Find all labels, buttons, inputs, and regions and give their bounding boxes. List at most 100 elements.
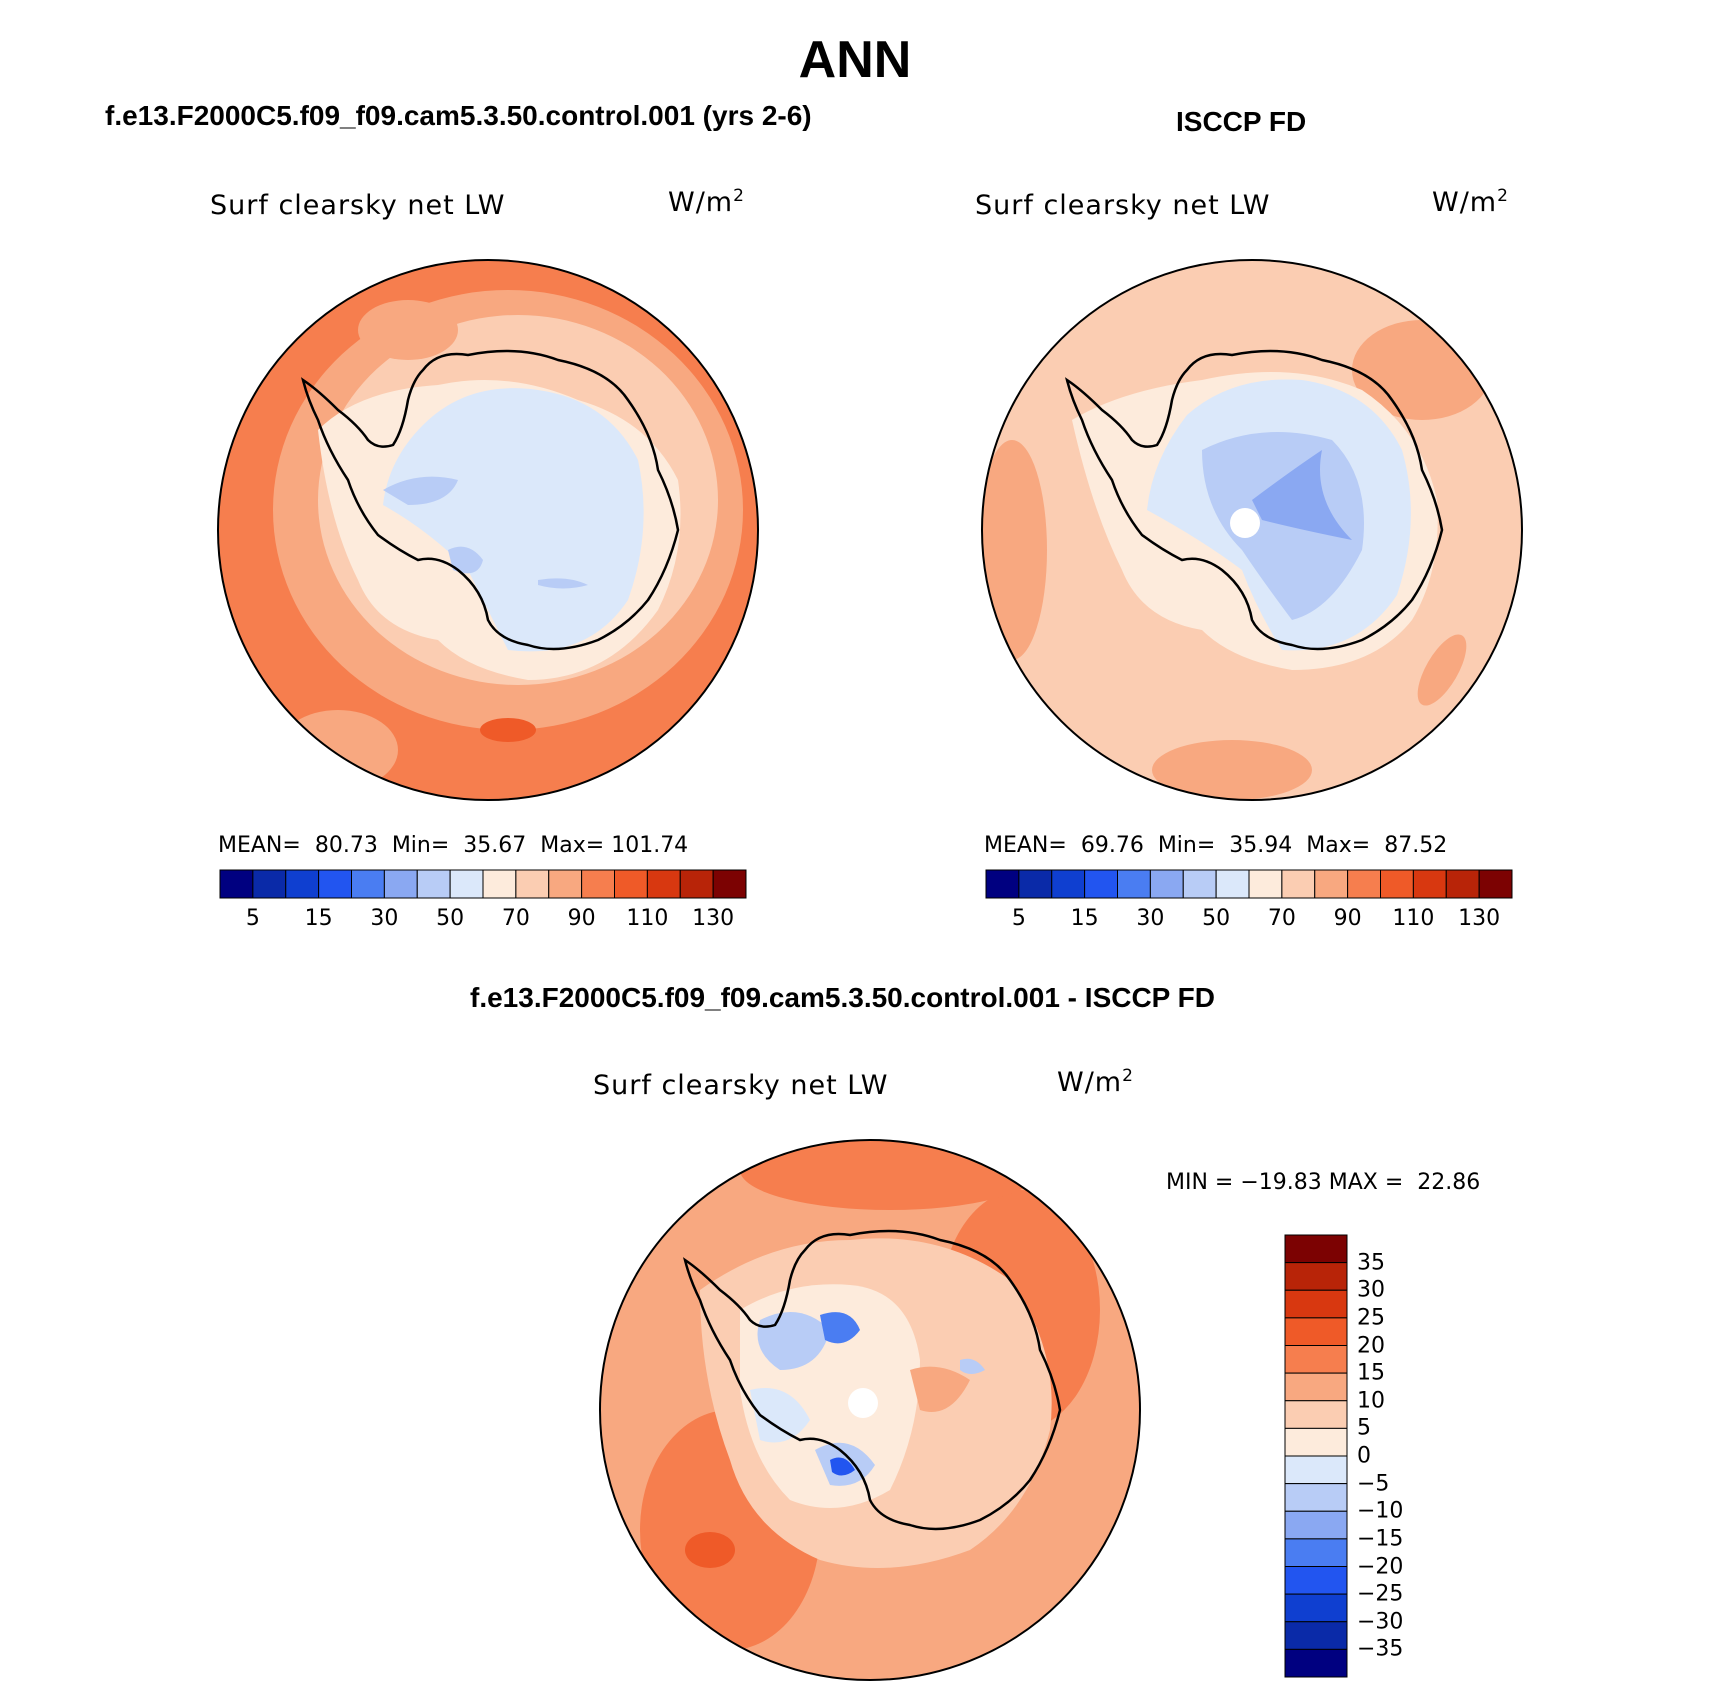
colorbar-swatch xyxy=(1445,869,1480,899)
colorbar-swatch xyxy=(1284,1400,1348,1429)
colorbar-tick-label: 0 xyxy=(1357,1443,1371,1469)
colorbar-swatch xyxy=(1284,1593,1348,1623)
colorbar-swatch xyxy=(219,869,254,899)
map-coastline xyxy=(683,1229,1062,1531)
colorbar-tick-label: 110 xyxy=(626,906,669,931)
colorbar-swatch xyxy=(1284,1483,1348,1512)
left-variable-label: Surf clearsky net LW xyxy=(210,190,506,221)
colorbar-swatch xyxy=(646,869,681,899)
diff-units-label: W/m2 xyxy=(1057,1066,1134,1098)
obs-case-title: ISCCP FD xyxy=(1176,106,1307,137)
colorbar-tick-label: −35 xyxy=(1357,1636,1404,1662)
colorbar-swatch xyxy=(1281,869,1316,899)
colorbar-swatch xyxy=(1284,1621,1348,1650)
colorbar-swatch xyxy=(1412,869,1447,899)
colorbar-tick-label: 10 xyxy=(1357,1388,1385,1414)
colorbar-tick-label: 30 xyxy=(1136,906,1165,931)
colorbar-tick-label: −30 xyxy=(1357,1609,1404,1635)
colorbar-swatch xyxy=(383,869,418,899)
colorbar-tick-label: 25 xyxy=(1357,1305,1385,1331)
colorbar-right xyxy=(985,869,1513,899)
map-border xyxy=(217,259,759,801)
colorbar-swatch xyxy=(1380,869,1414,899)
colorbar-swatch xyxy=(1284,1538,1348,1567)
colorbar-tick-label: 5 xyxy=(1357,1415,1371,1441)
colorbar-swatch xyxy=(1117,869,1151,899)
left-units-label: W/m2 xyxy=(668,186,745,218)
map-border xyxy=(981,259,1523,801)
colorbar-tick-label: 30 xyxy=(1357,1277,1385,1303)
colorbar-swatch xyxy=(252,869,287,899)
colorbar-tick-label: 90 xyxy=(1333,906,1362,931)
right-variable-label: Surf clearsky net LW xyxy=(975,190,1271,221)
colorbar-swatch xyxy=(1284,1262,1348,1291)
colorbar-swatch xyxy=(285,869,320,899)
colorbar-tick-label: 30 xyxy=(370,906,399,931)
colorbar-swatch xyxy=(1314,869,1349,899)
colorbar-tick-label: 110 xyxy=(1392,906,1435,931)
colorbar-tick-label: 5 xyxy=(245,906,260,931)
colorbar-swatch xyxy=(1478,869,1513,899)
colorbar-swatch xyxy=(1284,1648,1348,1678)
colorbar-tick-label: 130 xyxy=(692,906,735,931)
colorbar-tick-label: −20 xyxy=(1357,1554,1404,1579)
colorbar-tick-label: 50 xyxy=(1202,906,1231,931)
colorbar-swatch xyxy=(1284,1510,1348,1540)
colorbar-swatch xyxy=(1248,869,1283,899)
obs-polar-map xyxy=(981,259,1523,801)
colorbar-swatch xyxy=(1215,869,1250,899)
colorbar-swatch xyxy=(581,869,615,899)
colorbar-tick-label: 70 xyxy=(1267,906,1296,931)
colorbar-swatch xyxy=(1284,1345,1348,1374)
colorbar-tick-label: 15 xyxy=(1070,906,1099,931)
main-title: ANN xyxy=(798,31,912,89)
colorbar-swatch xyxy=(1182,869,1217,899)
model-polar-map xyxy=(217,259,759,801)
colorbar-tick-label: −5 xyxy=(1357,1471,1390,1497)
colorbar-tick-label: 15 xyxy=(304,906,333,931)
colorbar-swatch xyxy=(1051,869,1086,899)
colorbar-tick-label: 90 xyxy=(567,906,596,931)
colorbar-swatch xyxy=(515,869,550,899)
colorbar-swatch xyxy=(614,869,648,899)
colorbar-swatch xyxy=(1284,1289,1348,1319)
pole-hole xyxy=(848,1388,878,1418)
colorbar-swatch xyxy=(985,869,1020,899)
colorbar-swatch xyxy=(351,869,385,899)
colorbar-swatch xyxy=(318,869,352,899)
colorbar-swatch xyxy=(1284,1372,1348,1402)
colorbar-swatch xyxy=(482,869,517,899)
colorbar-swatch xyxy=(416,869,451,899)
colorbar-tick-label: 50 xyxy=(436,906,465,931)
colorbar-difference xyxy=(1284,1234,1348,1678)
map-coastline xyxy=(1065,349,1444,651)
colorbar-swatch xyxy=(1018,869,1053,899)
colorbar-tick-label: 20 xyxy=(1357,1333,1385,1358)
colorbar-tick-label: −10 xyxy=(1357,1498,1404,1524)
colorbar-swatch xyxy=(1347,869,1381,899)
colorbar-swatch xyxy=(1149,869,1184,899)
diff-variable-label: Surf clearsky net LW xyxy=(593,1070,889,1101)
colorbar-swatch xyxy=(712,869,747,899)
colorbar-swatch xyxy=(1284,1317,1348,1346)
right-stats: MEAN= 69.76 Min= 35.94 Max= 87.52 xyxy=(984,833,1448,858)
difference-polar-map xyxy=(599,1139,1141,1681)
colorbar-tick-label: 15 xyxy=(1357,1360,1385,1386)
model-case-title: f.e13.F2000C5.f09_f09.cam5.3.50.control.… xyxy=(105,100,812,131)
colorbar-swatch xyxy=(449,869,484,899)
colorbar-tick-label: 130 xyxy=(1458,906,1501,931)
difference-title: f.e13.F2000C5.f09_f09.cam5.3.50.control.… xyxy=(470,982,1215,1013)
colorbar-left xyxy=(219,869,747,899)
colorbar-swatch xyxy=(679,869,714,899)
colorbar-swatch xyxy=(1084,869,1118,899)
colorbar-tick-label: 5 xyxy=(1011,906,1026,931)
colorbar-swatch xyxy=(1284,1234,1348,1264)
right-units-label: W/m2 xyxy=(1432,186,1509,218)
left-stats: MEAN= 80.73 Min= 35.67 Max= 101.74 xyxy=(218,833,689,858)
colorbar-swatch xyxy=(548,869,583,899)
colorbar-swatch xyxy=(1284,1455,1348,1485)
diff-minmax: MIN = −19.83 MAX = 22.86 xyxy=(1166,1170,1481,1195)
colorbar-tick-label: −25 xyxy=(1357,1581,1404,1607)
colorbar-swatch xyxy=(1284,1427,1348,1457)
colorbar-swatch xyxy=(1284,1566,1348,1595)
